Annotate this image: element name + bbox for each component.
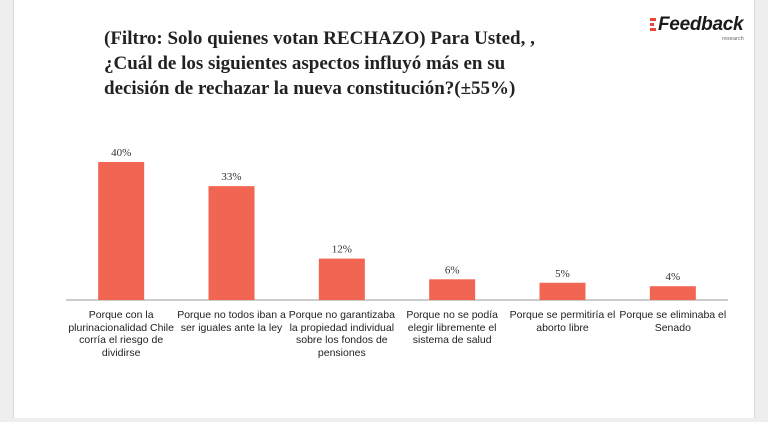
- slide: (Filtro: Solo quienes votan RECHAZO) Par…: [14, 0, 754, 418]
- chart-title: (Filtro: Solo quienes votan RECHAZO) Par…: [104, 26, 624, 101]
- category-label: Porque se permitiría el aborto libre: [509, 309, 616, 334]
- title-line-2: ¿Cuál de los siguientes aspectos influyó…: [104, 53, 506, 74]
- data-label: 40%: [111, 147, 131, 159]
- data-label: 5%: [555, 268, 570, 280]
- category-label: Porque no se podía elegir libremente el …: [406, 309, 498, 346]
- bar: [318, 258, 365, 300]
- bar: [208, 186, 255, 300]
- bar: [429, 279, 476, 300]
- data-label: 4%: [665, 271, 680, 283]
- category-label: Porque se eliminaba el Senado: [619, 309, 727, 334]
- title-line-1: (Filtro: Solo quienes votan RECHAZO) Par…: [104, 28, 535, 49]
- logo-mark-icon: [650, 18, 656, 31]
- data-label: 12%: [332, 244, 352, 256]
- bar: [539, 282, 586, 300]
- category-label: Porque con la plurinacionalidad Chile co…: [68, 309, 174, 359]
- data-label: 6%: [445, 264, 460, 276]
- logo-text: Feedback: [658, 14, 744, 35]
- logo-subtext: research: [722, 36, 744, 42]
- feedback-logo: Feedback research: [650, 14, 750, 44]
- bar-chart: 40% 33% 12% 6% 5% 4%: [66, 147, 728, 301]
- bar: [98, 162, 145, 300]
- category-label: Porque no todos iban a ser iguales ante …: [177, 309, 286, 334]
- bar: [649, 286, 696, 300]
- category-label: Porque no garantizaba la propiedad indiv…: [288, 309, 395, 359]
- data-label: 33%: [221, 171, 241, 183]
- title-line-3: decisión de rechazar la nueva constituci…: [104, 78, 516, 99]
